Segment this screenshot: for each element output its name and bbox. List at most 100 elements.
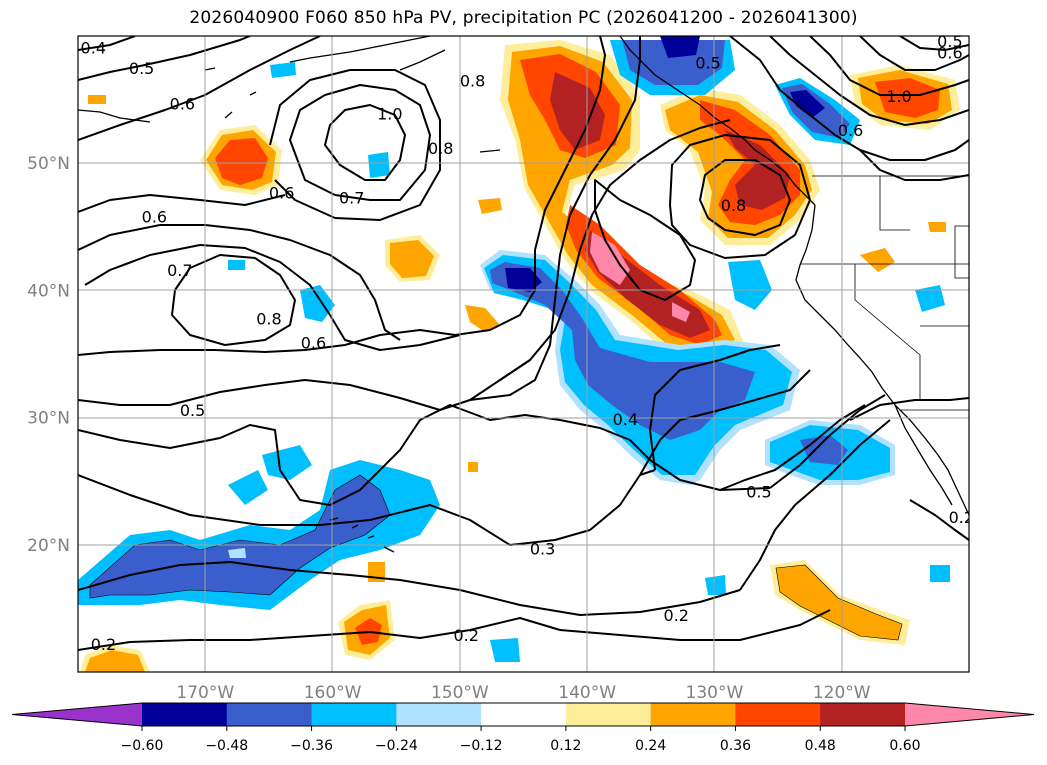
longitude-labels: 170°W 160°W 150°W 140°W 130°W 120°W	[176, 683, 870, 703]
contour-0.5-mid	[78, 359, 531, 411]
lat-tick-label: 50°N	[27, 154, 70, 174]
contour-0.6-mid	[78, 194, 286, 213]
shade-negative-dot-7	[705, 575, 726, 595]
contour-0.7-lower	[84, 244, 461, 351]
contour-label: 0.6	[838, 121, 863, 140]
shade-positive-dot-5	[88, 95, 106, 104]
shade-positive-coast-darkred	[725, 130, 790, 210]
shade-negative-central-blue	[490, 262, 755, 440]
lat-tick-label: 30°N	[27, 409, 70, 429]
coastline-alaska-aleutians	[78, 36, 446, 123]
shade-negative-mid-w	[300, 285, 335, 322]
shade-positive-dot-4	[928, 222, 946, 232]
shade-positive-northeast-pink	[590, 232, 690, 322]
coastline-alaska-panhandle	[619, 36, 816, 206]
contour-label: 0.6	[937, 44, 962, 63]
contour-0.4-north	[78, 36, 136, 51]
contour-ne-2	[769, 36, 969, 126]
contour-0.8-upper	[289, 84, 431, 201]
shade-negative-north-blue	[622, 40, 725, 85]
contour-central-ridge-2	[469, 36, 641, 401]
map-frame	[77, 35, 970, 673]
shade-negative-pale-dot	[228, 548, 246, 558]
contour-label: 1.0	[886, 87, 911, 106]
lon-tick-label: 170°W	[176, 683, 234, 703]
contour-label: 0.2	[91, 635, 116, 654]
lon-tick-label: 140°W	[558, 683, 616, 703]
contour-0.6-mid-wide	[78, 329, 456, 356]
contour-sw-east	[909, 499, 969, 541]
shade-negative-dot-5	[262, 445, 312, 480]
colorbar-tick-label: −0.36	[290, 738, 333, 754]
contour-se-low	[559, 609, 831, 641]
shade-negative-dot-9	[915, 285, 945, 312]
hawaii-islands	[329, 517, 395, 553]
colorbar-tick-label: 0.60	[889, 738, 920, 754]
contour-0.8-lower	[171, 254, 296, 346]
colorbar-segment	[226, 703, 313, 726]
contour-ne-5	[899, 36, 969, 51]
lon-tick-label: 120°W	[813, 683, 871, 703]
contour-label: 0.8	[460, 72, 485, 91]
shade-negative-dot-3	[368, 152, 390, 178]
contour-label: 0.5	[937, 32, 962, 51]
lon-tick-label: 160°W	[304, 683, 362, 703]
lon-tick-label: 150°W	[431, 683, 489, 703]
contour-label: 0.7	[167, 261, 192, 280]
colorbar-segment	[820, 703, 906, 726]
contour-0.2-south	[78, 561, 741, 616]
map-title: 2026040900 F060 850 hPa PV, precipitatio…	[189, 8, 858, 28]
contour-1.0-closed	[324, 104, 406, 181]
contour-coast-south	[849, 397, 969, 421]
lon-tick-label: 130°W	[686, 683, 744, 703]
contour-label: 0.4	[81, 38, 106, 57]
edge-se-blob	[775, 564, 903, 641]
colorbar-segment	[650, 703, 736, 726]
coastline-baja	[894, 404, 953, 506]
shade-positive-dot-2	[478, 198, 502, 214]
contour-label: 0.2	[664, 606, 689, 625]
lat-tick-label: 20°N	[27, 536, 70, 556]
contour-0.6-lower	[78, 224, 401, 341]
colorbar-tick-label: −0.24	[375, 738, 418, 754]
contour-ne-4	[859, 36, 969, 71]
colorbar-tick-label: 0.48	[805, 738, 836, 754]
latitude-labels: 50°N 40°N 30°N 20°N	[27, 154, 70, 556]
contour-label: 0.7	[339, 189, 364, 208]
contour-ne-3	[809, 36, 969, 96]
contour-label: 0.5	[180, 401, 205, 420]
contour-label: 0.2	[453, 626, 478, 645]
shade-negative-dot-8	[930, 565, 950, 582]
contour-0.3	[78, 469, 656, 546]
shade-positive-mid-blob-orange	[390, 240, 434, 278]
border-state-5	[954, 225, 969, 279]
contour-label: 0.3	[530, 540, 555, 559]
contour-0.7-upper	[269, 69, 441, 221]
shade-negative-north-navy	[660, 36, 700, 58]
colorbar-extend-max	[905, 703, 1034, 726]
contour-label: 0.4	[613, 410, 638, 429]
contour-0.2-bottom	[78, 617, 561, 651]
shade-positive-northeast-darkred	[550, 72, 710, 338]
colorbar-tick-label: −0.12	[460, 738, 503, 754]
contour-central-ridge-3	[499, 119, 731, 381]
colorbar-segment	[735, 703, 821, 726]
edge-sw-blob	[89, 474, 391, 599]
contour-loop-coast	[699, 159, 791, 236]
coastlines	[78, 36, 969, 553]
contour-east-2	[649, 344, 781, 471]
colorbar: −0.60 −0.48 −0.36 −0.24 −0.12 0.12 0.24 0.36 0.4…	[11, 702, 1035, 754]
coast-small-ne	[479, 149, 501, 153]
contour-central-ridge-1	[454, 36, 606, 336]
colorbar-tick-label: −0.48	[205, 738, 248, 754]
contour-0.4-long	[78, 404, 771, 506]
map-area: 0.40.50.61.00.80.80.60.6 0.70.70.80.60.5 0…	[78, 32, 969, 672]
contour-label: 1.0	[377, 105, 402, 124]
contour-label: 0.5	[129, 59, 154, 78]
contour-east-1	[639, 369, 811, 476]
contour-se-2	[739, 419, 891, 591]
shade-positive-w-blob-red	[215, 138, 268, 185]
contour-loop-mid	[594, 179, 696, 301]
contour-labels: 0.40.50.61.00.80.80.60.6 0.70.70.80.60.5 0…	[81, 32, 969, 654]
